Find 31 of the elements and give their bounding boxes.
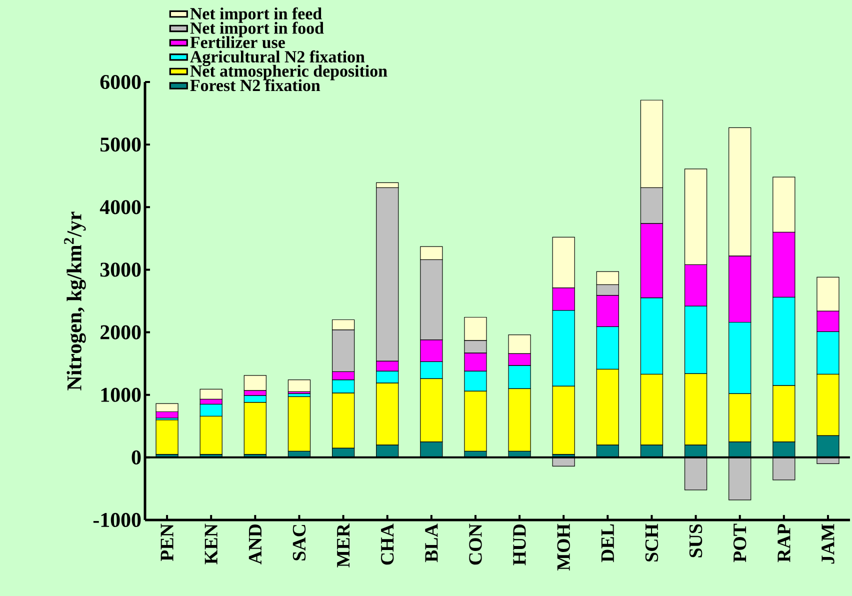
- x-tick-label: CHA: [380, 524, 394, 565]
- legend-label: Net import in food: [190, 22, 324, 38]
- x-tick-label: BLA: [425, 524, 438, 562]
- y-tick-label: 5000: [100, 138, 141, 152]
- x-tick-label: DEL: [601, 524, 614, 562]
- y-tick-label: 3000: [100, 262, 141, 277]
- x-tick-label: SCH: [645, 524, 658, 562]
- y-tick-label: 6000: [100, 74, 141, 90]
- x-tick-label: CON: [469, 524, 482, 565]
- x-tick-label: JAM: [822, 524, 834, 564]
- x-tick-label: POT: [733, 524, 746, 562]
- y-tick-label: 4000: [100, 200, 141, 214]
- y-tick-label: 2000: [100, 325, 141, 340]
- x-tick-label: AND: [248, 524, 262, 564]
- x-tick-label: PEN: [160, 524, 174, 562]
- y-tick-label: 0: [132, 450, 141, 464]
- x-tick-label: RAP: [778, 524, 790, 562]
- x-tick-label: HUD: [513, 524, 526, 566]
- x-tick-label: MOH: [557, 524, 570, 570]
- x-tick-label: MER: [337, 523, 350, 568]
- x-tick-label: SUS: [689, 524, 702, 558]
- x-tick-label: SAC: [292, 524, 306, 560]
- legend-label: Forest N2 fixation: [190, 79, 320, 92]
- legend-label: Fertilizer use: [190, 36, 285, 48]
- legend-label: Net import in feed: [190, 7, 322, 23]
- legend-label: Net atmospheric deposition: [190, 64, 388, 80]
- y-axis-title: Nitrogen, kg/km$^{2}$/yr: [64, 212, 86, 390]
- y-tick-label: -1000: [93, 512, 141, 528]
- x-tick-label: KEN: [204, 524, 218, 564]
- bar: [288, 380, 311, 392]
- y-tick-label: 1000: [101, 388, 141, 402]
